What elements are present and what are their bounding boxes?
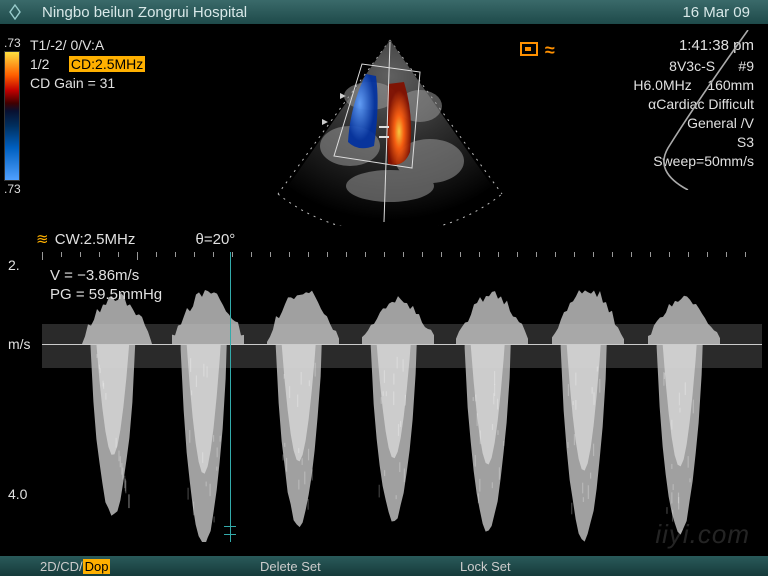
color-doppler-scale: .73 .73	[4, 36, 24, 196]
param-cd-freq: CD:2.5MHz	[69, 56, 145, 72]
measurement-readout: V = −3.86m/s PG = 59.5mmHg	[50, 266, 162, 304]
mode-tabs[interactable]: 2D/CD/Dop	[40, 559, 110, 574]
param-frame: 1/2	[30, 56, 49, 72]
exam-date: 16 Mar 09	[682, 4, 750, 21]
watermark: iiyi.com	[655, 519, 750, 550]
param-cd-gain: CD Gain = 31	[30, 74, 145, 93]
cw-freq: CW:2.5MHz	[55, 231, 136, 248]
doppler-baseline	[42, 344, 762, 345]
measure-velocity: V = −3.86m/s	[50, 266, 162, 285]
param-cd-line: 1/2 CD:2.5MHz	[30, 55, 145, 74]
cine-controls[interactable]: ≈	[520, 40, 555, 61]
color-gradient-bar	[4, 51, 20, 181]
cw-theta: θ=20°	[196, 231, 236, 248]
measure-pg: PG = 59.5mmHg	[50, 285, 162, 304]
cursor-mark-icon	[224, 526, 236, 527]
doppler-cursor[interactable]	[230, 252, 231, 542]
cursor-mark-icon	[224, 534, 236, 535]
yaxis-unit: m/s	[8, 336, 31, 352]
scale-bottom-value: .73	[4, 182, 24, 196]
mode-dop-active[interactable]: Dop	[83, 559, 111, 574]
param-t1: T1/-2/ 0/V:A	[30, 36, 145, 55]
lock-set-button[interactable]: Lock Set	[460, 559, 511, 574]
probe-cable-icon	[658, 30, 768, 190]
delete-set-button[interactable]: Delete Set	[260, 559, 321, 574]
scale-top-value: .73	[4, 36, 24, 50]
cw-wave-icon: ≋	[36, 231, 49, 248]
yaxis-bottom: 4.0	[8, 486, 27, 502]
hospital-name: Ningbo beilun Zongrui Hospital	[42, 4, 247, 21]
mode-2d-cd[interactable]: 2D/CD/	[40, 559, 83, 574]
yaxis-top: 2.	[8, 257, 20, 273]
vendor-logo-icon	[8, 4, 22, 20]
bottom-bar: 2D/CD/Dop Delete Set Lock Set	[0, 556, 768, 576]
bmode-sector-view[interactable]	[270, 36, 510, 226]
freeze-icon[interactable]	[520, 42, 538, 56]
title-bar: Ningbo beilun Zongrui Hospital 16 Mar 09	[0, 0, 768, 24]
left-parameter-block: T1/-2/ 0/V:A 1/2 CD:2.5MHz CD Gain = 31	[30, 36, 145, 93]
cw-header: ≋ CW:2.5MHz θ=20°	[36, 230, 235, 248]
time-ticks	[42, 252, 762, 258]
swap-icon[interactable]: ≈	[545, 40, 555, 60]
